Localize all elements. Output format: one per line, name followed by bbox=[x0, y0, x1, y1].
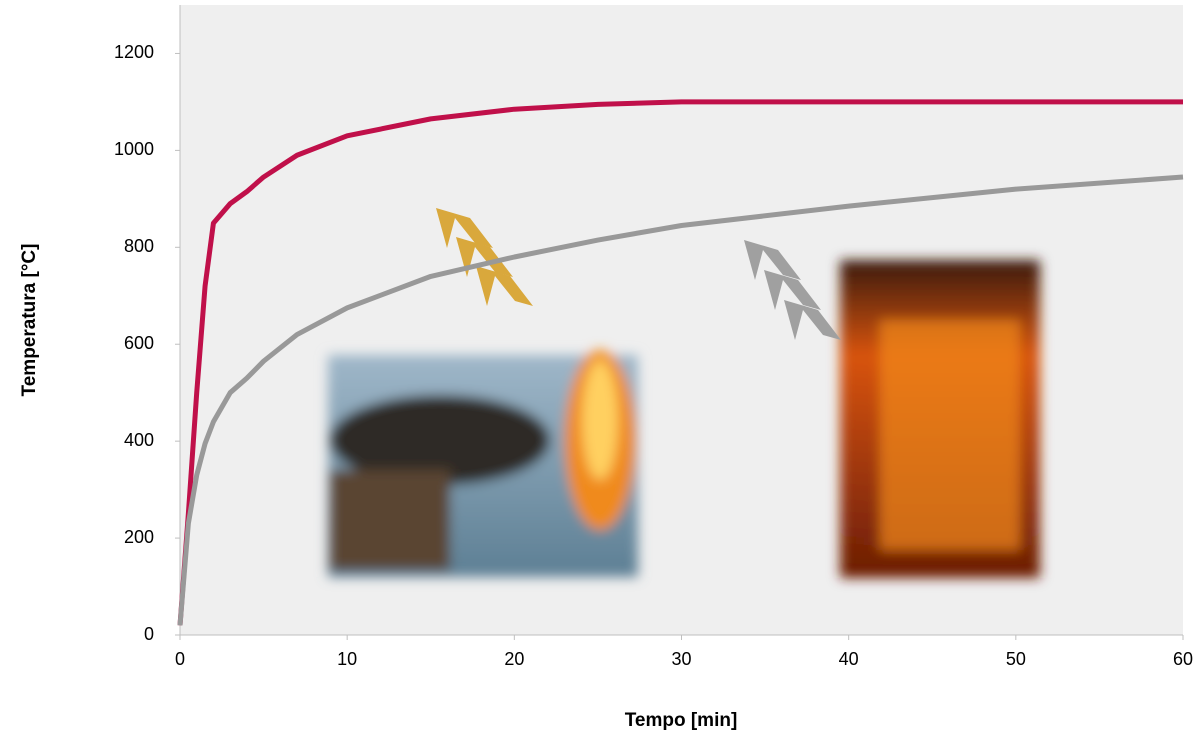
y-tick-label: 400 bbox=[124, 430, 154, 450]
x-tick-label: 20 bbox=[504, 649, 524, 669]
y-axis-label: Temperatura [°C] bbox=[19, 244, 40, 397]
photo-offshore bbox=[328, 350, 638, 577]
chevrons-gray bbox=[744, 240, 841, 340]
y-tick-label: 800 bbox=[124, 236, 154, 256]
y-tick-label: 1200 bbox=[114, 42, 154, 62]
series-line bbox=[177, 174, 1184, 626]
x-tick-label: 30 bbox=[671, 649, 691, 669]
y-tick-label: 0 bbox=[144, 624, 154, 644]
x-tick-label: 60 bbox=[1173, 649, 1193, 669]
x-axis-label: Tempo [min] bbox=[625, 710, 738, 731]
series-line bbox=[177, 99, 1183, 626]
y-tick-label: 600 bbox=[124, 333, 154, 353]
chevrons-gold bbox=[436, 208, 533, 306]
x-tick-label: 40 bbox=[839, 649, 859, 669]
x-tick-label: 50 bbox=[1006, 649, 1026, 669]
y-tick-label: 200 bbox=[124, 527, 154, 547]
x-tick-label: 0 bbox=[175, 649, 185, 669]
y-tick-label: 1000 bbox=[114, 139, 154, 159]
photo-building bbox=[840, 260, 1040, 578]
x-tick-label: 10 bbox=[337, 649, 357, 669]
